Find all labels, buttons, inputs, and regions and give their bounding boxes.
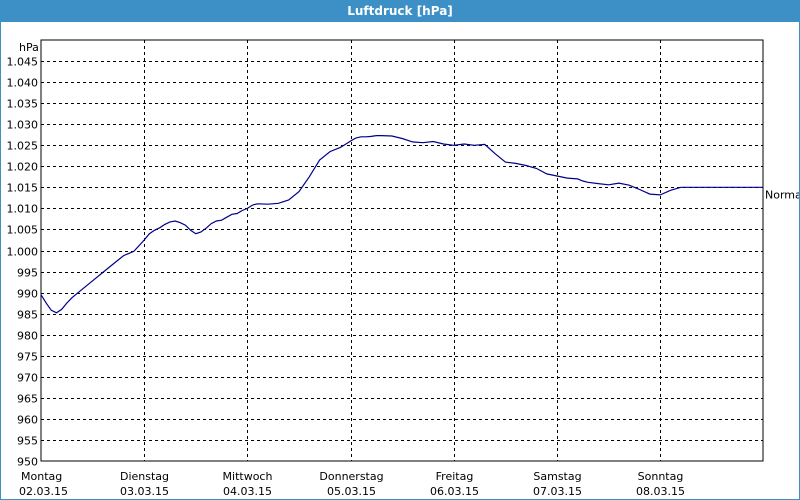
pressure-series-line bbox=[40, 135, 764, 314]
y-tick-label: 1.015 bbox=[7, 182, 39, 195]
y-tick-label: 970 bbox=[17, 372, 38, 385]
y-tick-label: 995 bbox=[17, 267, 38, 280]
y-tick-label: 960 bbox=[17, 414, 38, 427]
y-tick-label: 965 bbox=[17, 393, 38, 406]
x-tick-day: Sonntag bbox=[638, 470, 684, 483]
x-tick-date: 04.03.15 bbox=[223, 485, 272, 498]
x-tick-date: 02.03.15 bbox=[19, 485, 68, 498]
x-tick-day: Samstag bbox=[533, 470, 581, 483]
y-tick-label: 980 bbox=[17, 330, 38, 343]
y-tick-label: 1.040 bbox=[7, 77, 39, 90]
x-tick-day: Mittwoch bbox=[223, 470, 273, 483]
reference-label: Normal bbox=[765, 189, 799, 202]
y-tick-label: 1.005 bbox=[7, 224, 39, 237]
x-tick-date: 03.03.15 bbox=[120, 485, 169, 498]
x-tick-day: Freitag bbox=[436, 470, 474, 483]
x-tick-date: 08.03.15 bbox=[636, 485, 685, 498]
y-tick-label: 1.030 bbox=[7, 119, 39, 132]
y-tick-label: 1.035 bbox=[7, 98, 39, 111]
plot-area bbox=[40, 39, 764, 462]
y-tick-label: 990 bbox=[17, 288, 38, 301]
x-tick-date: 07.03.15 bbox=[533, 485, 582, 498]
x-tick-day: Montag bbox=[21, 470, 62, 483]
y-tick-label: 955 bbox=[17, 435, 38, 448]
chart-title: Luftdruck [hPa] bbox=[1, 1, 799, 22]
y-tick-label: 1.045 bbox=[7, 56, 39, 69]
x-tick-day: Dienstag bbox=[120, 470, 169, 483]
y-axis-label: hPa bbox=[19, 41, 39, 54]
y-tick-label: 1.010 bbox=[7, 203, 39, 216]
x-tick-date: 05.03.15 bbox=[327, 485, 376, 498]
y-tick-label: 975 bbox=[17, 351, 38, 364]
x-tick-day: Donnerstag bbox=[319, 470, 383, 483]
y-tick-label: 1.020 bbox=[7, 161, 39, 174]
y-tick-label: 950 bbox=[17, 456, 38, 469]
y-tick-label: 1.000 bbox=[7, 246, 39, 259]
y-tick-label: 985 bbox=[17, 309, 38, 322]
x-tick-date: 06.03.15 bbox=[430, 485, 479, 498]
y-tick-label: 1.025 bbox=[7, 140, 39, 153]
